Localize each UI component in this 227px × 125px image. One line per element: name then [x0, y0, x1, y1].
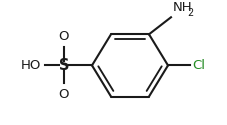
Text: 2: 2: [186, 8, 192, 18]
Text: S: S: [59, 58, 69, 73]
Text: O: O: [59, 88, 69, 101]
Text: O: O: [59, 30, 69, 43]
Text: HO: HO: [20, 59, 41, 72]
Text: Cl: Cl: [191, 59, 204, 72]
Text: NH: NH: [172, 1, 192, 14]
